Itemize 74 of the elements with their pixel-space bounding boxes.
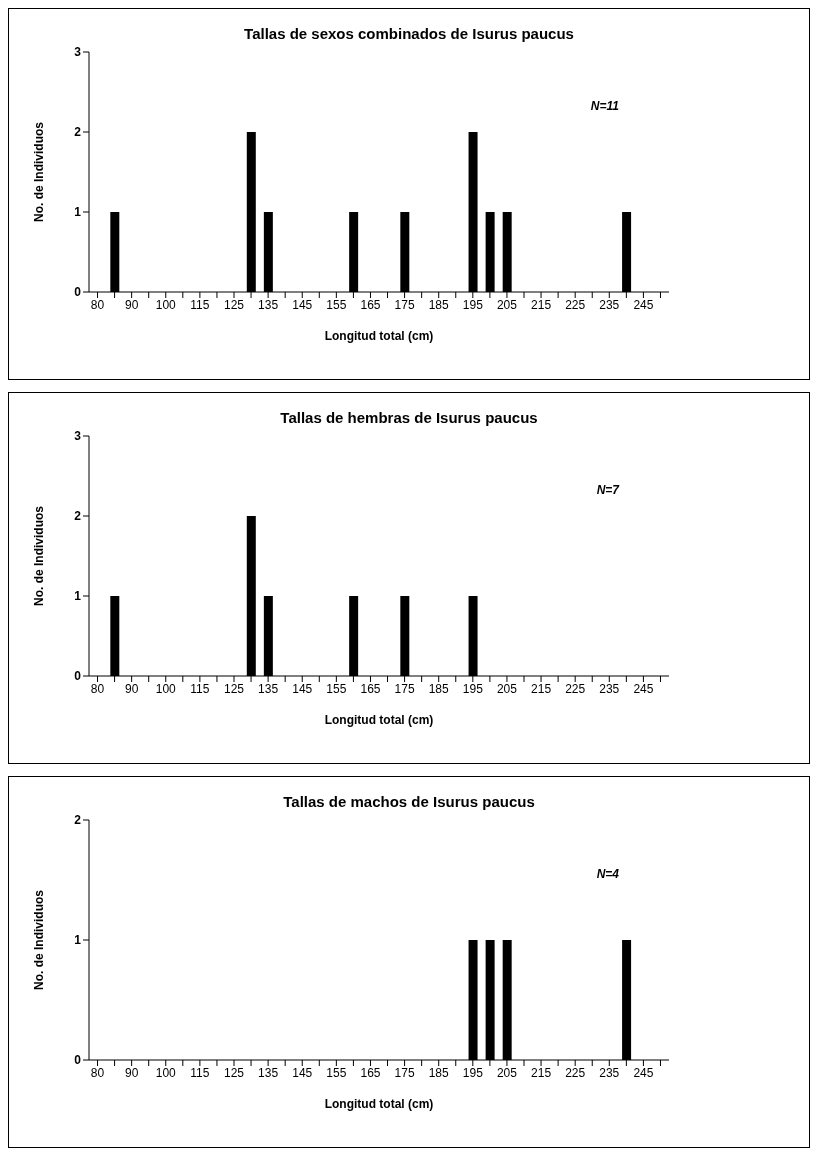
x-tick-label: 100 (155, 1065, 177, 1080)
x-tick-label: 90 (124, 297, 139, 312)
x-tick-label: 115 (190, 1065, 210, 1080)
x-tick-label: 225 (565, 1065, 586, 1080)
x-tick-label: 165 (360, 1065, 381, 1080)
x-tick-label: 215 (531, 1065, 552, 1080)
x-tick-label: 245 (633, 1065, 654, 1080)
x-tick-label: 80 (90, 1065, 105, 1080)
x-tick-label: 135 (258, 681, 279, 696)
x-tick-label: 125 (223, 297, 245, 312)
y-tick-label: 1 (74, 933, 82, 948)
x-tick-label: 195 (462, 681, 484, 696)
x-axis-title: Longitud total (cm) (324, 329, 434, 343)
x-tick-label: 205 (496, 681, 518, 696)
x-tick-label: 235 (599, 1065, 620, 1080)
annotation: N=4 (596, 867, 619, 881)
x-tick-label: 185 (428, 297, 450, 312)
x-tick-label: 115 (190, 681, 210, 696)
x-tick-label: 155 (326, 681, 347, 696)
x-tick-label: 175 (394, 681, 415, 696)
x-tick-label: 115 (190, 297, 210, 312)
x-tick-label: 145 (292, 297, 313, 312)
y-tick-label: 3 (74, 45, 82, 60)
x-tick-label: 245 (633, 681, 654, 696)
x-tick-label: 205 (496, 297, 518, 312)
x-tick-label: 145 (292, 681, 313, 696)
x-tick-label: 80 (90, 297, 105, 312)
y-tick-label: 2 (74, 813, 82, 828)
x-tick-label: 175 (394, 297, 415, 312)
x-tick-label: 185 (428, 1065, 450, 1080)
x-tick-label: 135 (258, 297, 279, 312)
y-tick-label: 0 (74, 1053, 82, 1068)
x-tick-label: 165 (360, 681, 381, 696)
x-tick-label: 235 (599, 681, 620, 696)
y-axis-title: No. de Individuos (32, 889, 47, 990)
y-axis-title: No. de Individuos (32, 121, 47, 222)
x-tick-label: 175 (394, 1065, 415, 1080)
chart-title: Tallas de machos de Isurus paucus (282, 793, 536, 810)
chart-title: Tallas de hembras de Isurus paucus (279, 409, 539, 426)
y-tick-label: 0 (74, 669, 82, 684)
x-tick-label: 215 (531, 681, 552, 696)
x-tick-label: 245 (633, 297, 654, 312)
y-tick-label: 1 (74, 205, 82, 220)
x-tick-label: 100 (155, 297, 177, 312)
x-tick-label: 205 (496, 1065, 518, 1080)
annotation: N=7 (596, 483, 619, 497)
x-tick-label: 155 (326, 1065, 347, 1080)
x-tick-label: 155 (326, 297, 347, 312)
x-tick-label: 215 (531, 297, 552, 312)
x-tick-label: 195 (462, 1065, 484, 1080)
y-axis-title: No. de Individuos (32, 505, 47, 606)
x-tick-label: 100 (155, 681, 177, 696)
y-tick-label: 3 (74, 429, 82, 444)
x-tick-label: 195 (462, 297, 484, 312)
x-tick-label: 90 (124, 681, 139, 696)
y-tick-label: 2 (74, 509, 82, 524)
x-tick-label: 235 (599, 297, 620, 312)
chart-title: Tallas de sexos combinados de Isurus paucus (243, 25, 575, 42)
x-tick-label: 90 (124, 1065, 139, 1080)
x-tick-label: 165 (360, 297, 381, 312)
annotation: N=11 (590, 99, 619, 113)
y-tick-label: 2 (74, 125, 82, 140)
x-tick-label: 125 (223, 1065, 245, 1080)
x-axis-title: Longitud total (cm) (324, 713, 434, 727)
x-tick-label: 80 (90, 681, 105, 696)
y-tick-label: 0 (74, 285, 82, 300)
x-tick-label: 225 (565, 681, 586, 696)
y-tick-label: 1 (74, 589, 82, 604)
x-tick-label: 225 (565, 297, 586, 312)
x-axis-title: Longitud total (cm) (324, 1097, 434, 1111)
x-tick-label: 145 (292, 1065, 313, 1080)
x-tick-label: 125 (223, 681, 245, 696)
x-tick-label: 185 (428, 681, 450, 696)
x-tick-label: 135 (258, 1065, 279, 1080)
